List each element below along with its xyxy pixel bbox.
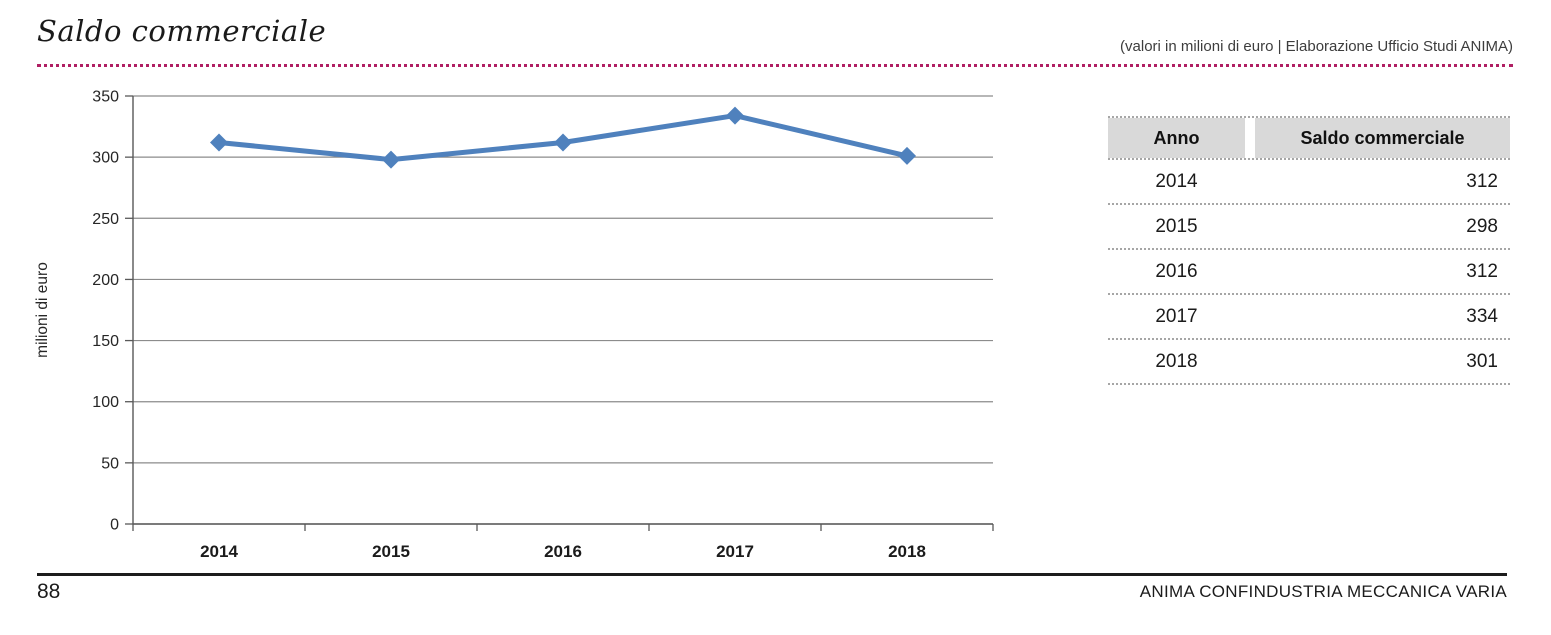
table-header-saldo: Saldo commerciale [1255,118,1510,158]
table-cell-year: 2016 [1155,261,1198,282]
x-tick-label: 2015 [372,542,410,561]
table-cell-value: 334 [1466,306,1498,327]
data-point-marker [726,106,744,125]
x-tick-label: 2018 [888,542,926,561]
table-row: 2016 312 [1108,250,1510,295]
table-cell-value: 312 [1466,171,1498,192]
page-number: 88 [37,580,61,603]
table-cell-value: 301 [1466,351,1498,372]
table-cell-year: 2015 [1155,216,1198,237]
data-table: Anno Saldo commerciale 2014 312 2015 298… [1108,116,1510,385]
y-tick-label: 150 [92,333,119,350]
table-cell-value: 312 [1466,261,1498,282]
x-tick-label: 2016 [544,542,582,561]
footer-brand: ANIMA CONFINDUSTRIA MECCANICA VARIA [1139,582,1507,601]
table-header-anno: Anno [1108,118,1245,158]
data-point-marker [554,133,572,152]
data-point-marker [210,133,228,152]
x-tick-label: 2014 [200,542,238,561]
table-row: 2018 301 [1108,340,1510,385]
chart-source-note: (valori in milioni di euro | Elaborazion… [1120,38,1513,55]
y-tick-label: 100 [92,394,119,411]
y-tick-label: 50 [101,455,119,472]
line-chart: 0 50 100 150 200 250 300 350 2014 2015 2016 2017 201… [34,89,994,561]
y-tick-label: 200 [92,272,119,289]
y-tick-label: 250 [92,211,119,228]
table-row: 2015 298 [1108,205,1510,250]
footer-divider [37,573,1507,576]
table-row: 2014 312 [1108,160,1510,205]
y-tick-label: 300 [92,150,119,167]
table-cell-value: 298 [1466,216,1498,237]
table-cell-year: 2018 [1155,351,1198,372]
y-tick-label: 350 [92,89,119,106]
table-header-row: Anno Saldo commerciale [1108,116,1510,160]
table-row: 2017 334 [1108,295,1510,340]
data-point-marker [382,150,400,169]
y-tick-label: 0 [110,517,119,534]
data-point-marker [898,146,916,165]
x-tick-label: 2017 [716,542,754,561]
accent-dotted-divider [37,64,1513,67]
y-axis-title: milioni di euro [34,262,51,358]
table-cell-year: 2014 [1155,171,1198,192]
table-cell-year: 2017 [1155,306,1198,327]
page-title: Saldo commerciale [37,14,327,48]
